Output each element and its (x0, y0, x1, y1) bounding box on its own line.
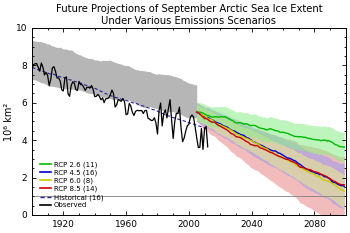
Title: Future Projections of September Arctic Sea Ice Extent
Under Various Emissions Sc: Future Projections of September Arctic S… (56, 4, 322, 26)
Legend: RCP 2.6 (11), RCP 4.5 (16), RCP 6.0 (8), RCP 8.5 (14), Historical (16), Observed: RCP 2.6 (11), RCP 4.5 (16), RCP 6.0 (8),… (38, 160, 105, 210)
Y-axis label: 10⁶ km²: 10⁶ km² (4, 102, 14, 140)
